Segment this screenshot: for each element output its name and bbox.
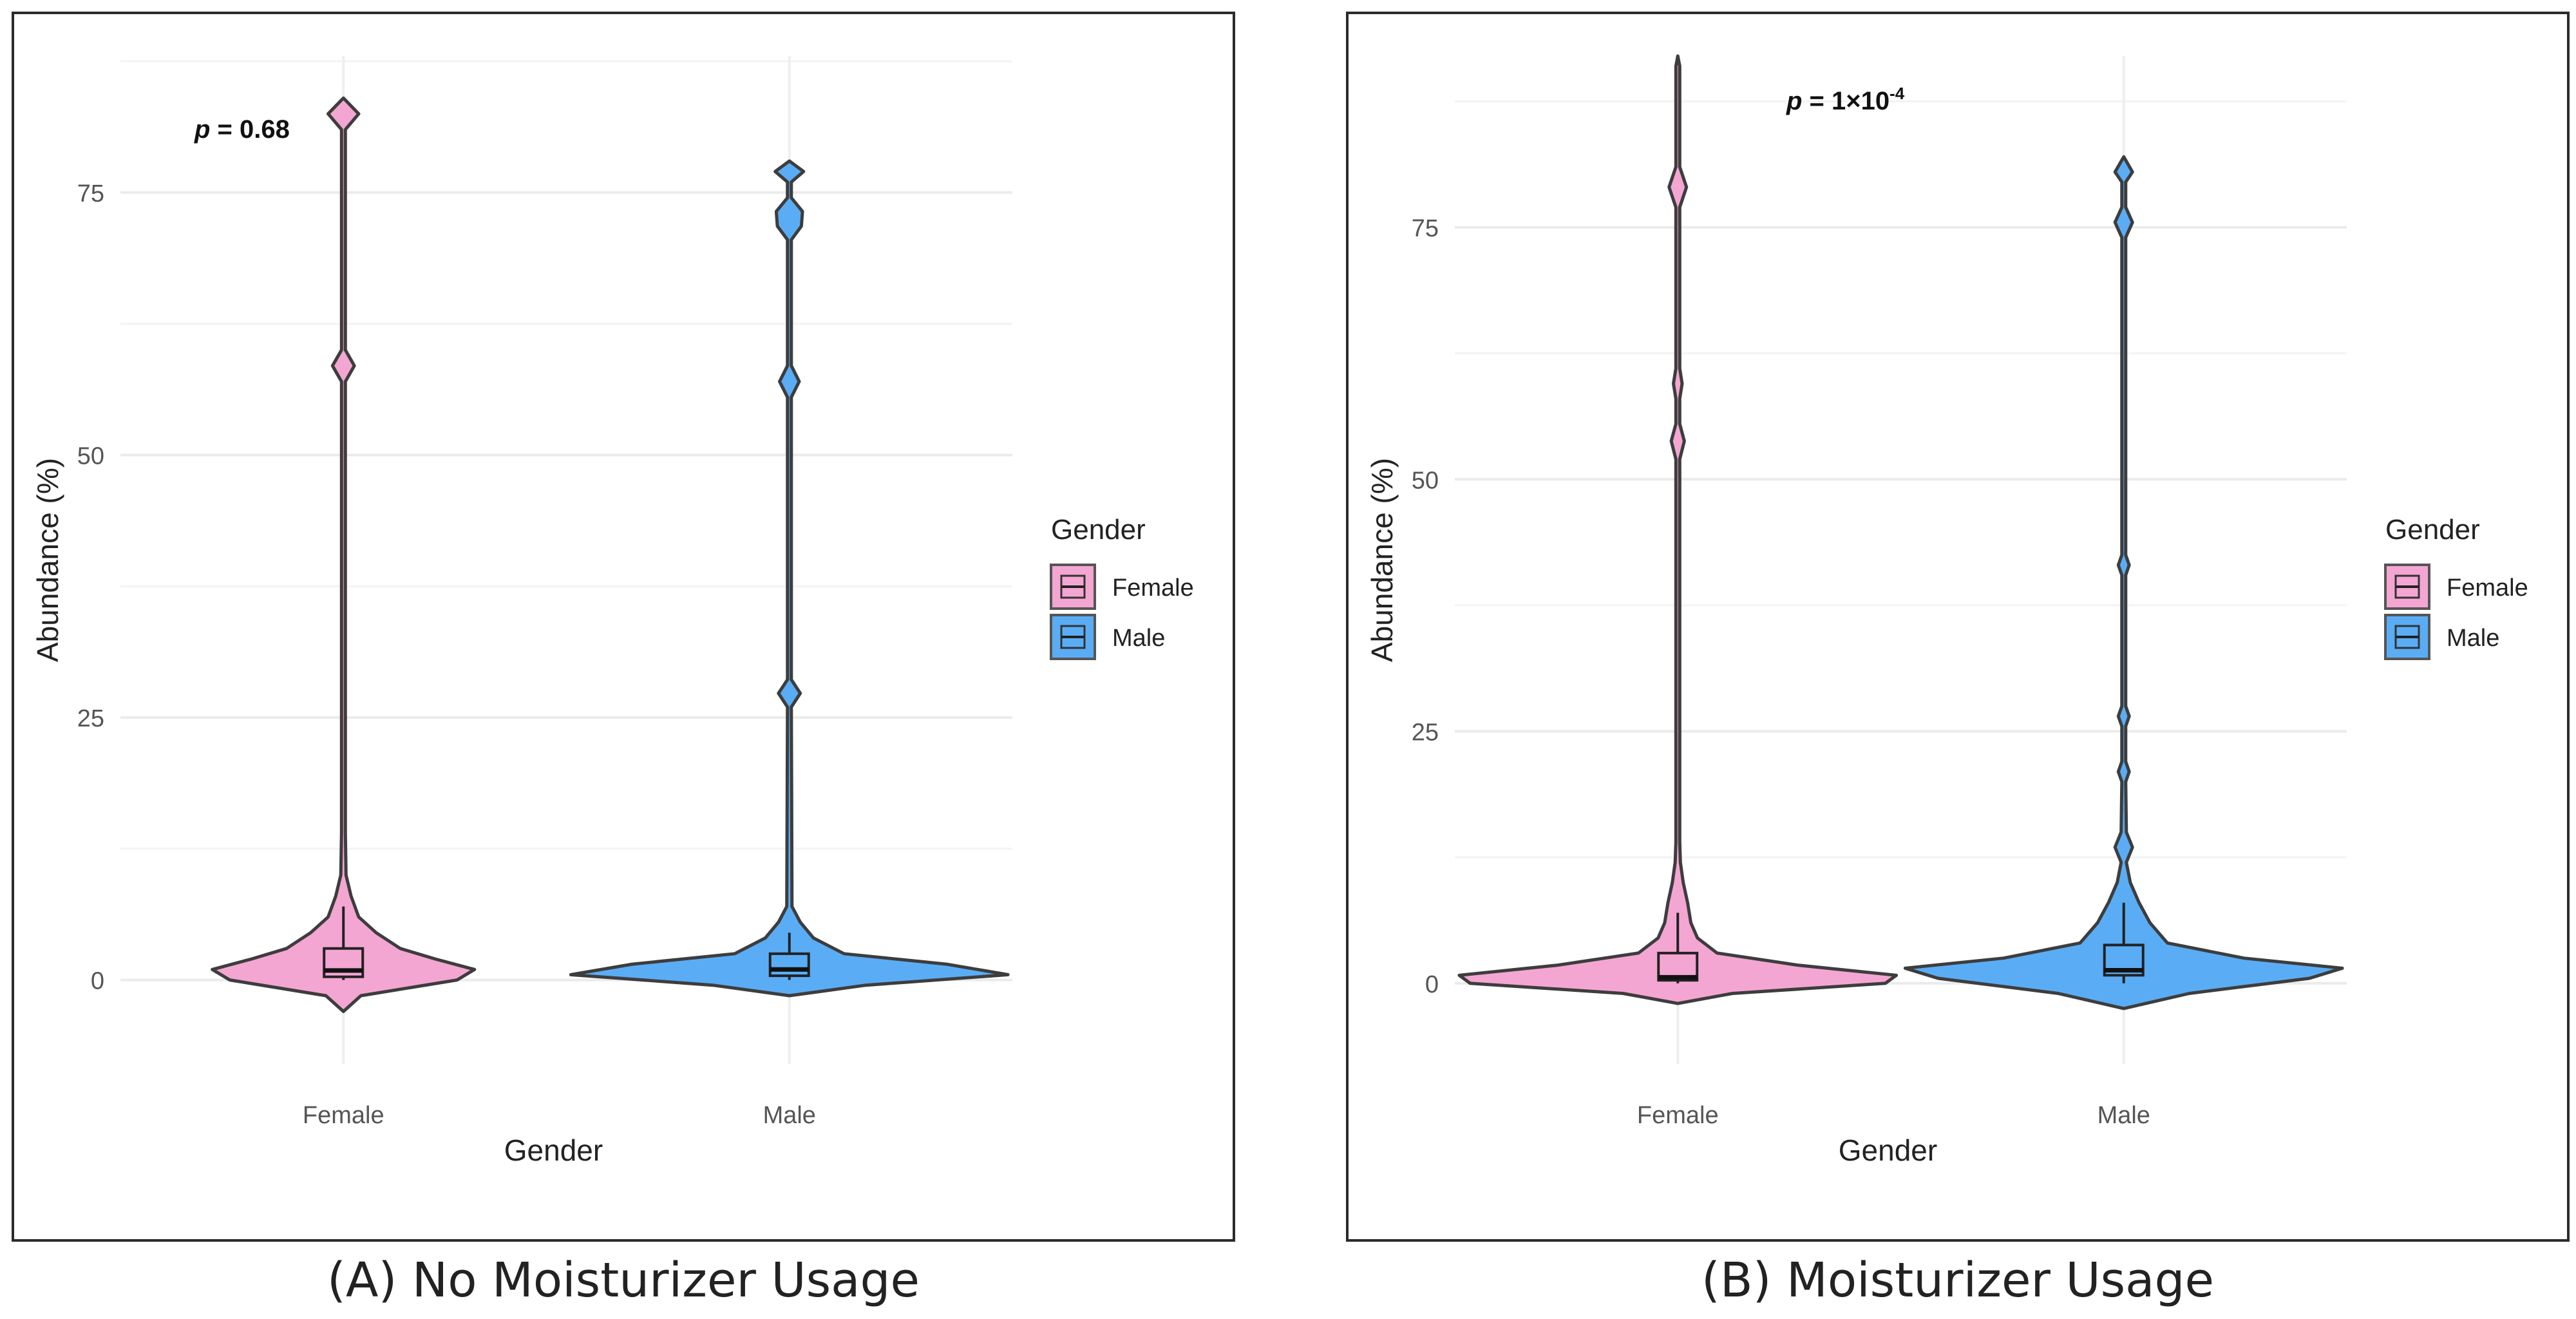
p-value-text: = 0.68 <box>210 115 289 144</box>
x-tick-label-female: Female <box>303 1102 384 1129</box>
x-axis-title: Gender <box>504 1134 603 1167</box>
panel-b: 0 25 50 75 Female Male Gender Abundance (%) p = … <box>1346 12 2570 1242</box>
p-symbol: p <box>194 115 210 144</box>
y-axis-title: Abundance (%) <box>31 458 64 662</box>
x-axis-title: Gender <box>1839 1134 1937 1167</box>
legend-label-male: Male <box>1112 625 1165 652</box>
x-tick-label-male: Male <box>763 1102 816 1129</box>
legend-title: Gender <box>2385 514 2480 546</box>
x-tick-label-female: Female <box>1637 1102 1719 1129</box>
violin-female <box>211 96 477 1013</box>
violin-female <box>1457 54 1899 1005</box>
p-value-text: = 1×10 <box>1802 87 1889 115</box>
y-axis-title: Abundance (%) <box>1365 458 1399 662</box>
box-male <box>768 952 810 978</box>
y-tick-label: 75 <box>77 180 104 207</box>
legend-label-male: Male <box>2447 625 2499 652</box>
y-tick-label: 0 <box>1425 971 1439 998</box>
violin-male <box>569 159 1010 998</box>
p-value-exponent: -4 <box>1889 84 1905 103</box>
violin-male <box>1903 155 2344 1011</box>
legend-label-female: Female <box>2447 574 2528 602</box>
y-tick-label: 50 <box>1412 467 1439 494</box>
panel-b-caption: (B) Moisturizer Usage <box>1701 1253 2215 1308</box>
violin-plot-b: 0 25 50 75 Female Male Gender Abundance (%) p = … <box>1365 54 2528 1167</box>
legend-key-female <box>2384 564 2430 610</box>
y-tick-label: 50 <box>77 442 104 470</box>
y-tick-label: 25 <box>77 705 104 732</box>
p-symbol: p <box>1786 87 1802 115</box>
y-tick-label: 0 <box>91 968 104 995</box>
p-value-annotation: p = 0.68 <box>194 115 290 144</box>
violin-plot-a: 0 25 50 75 Female Male Gender Abundance (%) p = … <box>31 56 1194 1167</box>
x-tick-label-male: Male <box>2098 1102 2150 1129</box>
p-value-annotation: p = 1×10-4 <box>1786 84 1905 115</box>
panel-a-caption: (A) No Moisturizer Usage <box>327 1253 920 1308</box>
legend-label-female: Female <box>1112 574 1194 602</box>
legend-title: Gender <box>1051 514 1146 546</box>
y-tick-label: 75 <box>1412 215 1439 242</box>
y-tick-label: 25 <box>1412 719 1439 746</box>
panel-a: 0 25 50 75 Female Male Gender Abundance (%) p = … <box>12 12 1235 1242</box>
